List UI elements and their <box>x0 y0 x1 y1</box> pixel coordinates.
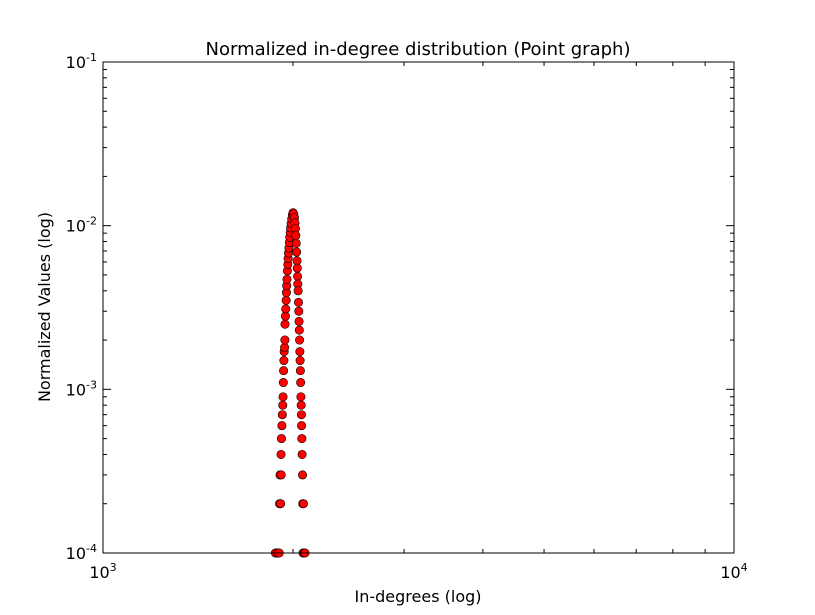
data-point <box>281 295 291 305</box>
y-axis-label: Normalized Values (log) <box>35 212 54 402</box>
y-tick-label: 10-4 <box>66 542 97 563</box>
data-point <box>281 304 291 314</box>
data-point <box>293 286 303 296</box>
data-point <box>294 325 304 335</box>
data-point <box>276 470 286 480</box>
data-point <box>276 449 286 459</box>
data-point <box>297 434 307 444</box>
y-tick-label: 10-2 <box>66 215 97 236</box>
data-point <box>280 343 290 353</box>
data-point <box>291 231 301 241</box>
data-point <box>278 378 288 388</box>
data-point <box>298 499 308 509</box>
data-point <box>294 297 304 307</box>
data-point <box>295 366 305 376</box>
data-point <box>280 319 290 329</box>
data-point <box>294 316 304 326</box>
data-point <box>282 274 292 284</box>
data-point <box>279 366 289 376</box>
data-points <box>270 208 310 558</box>
data-point <box>297 421 307 431</box>
data-point <box>296 410 306 420</box>
data-point <box>296 378 306 388</box>
data-point <box>278 400 288 410</box>
data-point <box>295 347 305 357</box>
data-point <box>298 470 308 480</box>
data-point <box>293 271 303 281</box>
data-point <box>280 335 290 345</box>
data-point <box>278 392 288 402</box>
plot-frame <box>102 61 735 554</box>
data-point <box>279 356 289 366</box>
data-point <box>291 238 301 248</box>
data-point <box>277 410 287 420</box>
x-tick-label: 104 <box>720 561 747 582</box>
y-tick-label: 10-3 <box>66 378 97 399</box>
x-tick-label: 103 <box>89 561 116 582</box>
data-point <box>297 449 307 459</box>
data-point <box>296 400 306 410</box>
data-point <box>295 335 305 345</box>
data-point <box>276 499 286 509</box>
data-point <box>296 392 306 402</box>
data-point <box>292 263 302 273</box>
data-point <box>295 356 305 366</box>
data-point <box>294 306 304 316</box>
data-point <box>276 434 286 444</box>
axis-ticks: 103 104 10-4 10-3 10-2 10-1 <box>66 51 748 582</box>
y-tick-label: 10-1 <box>66 51 97 72</box>
chart-title: Normalized in-degree distribution (Point… <box>206 39 631 60</box>
data-point <box>277 421 287 431</box>
x-axis-label: In-degrees (log) <box>355 587 482 606</box>
data-point <box>292 247 302 257</box>
